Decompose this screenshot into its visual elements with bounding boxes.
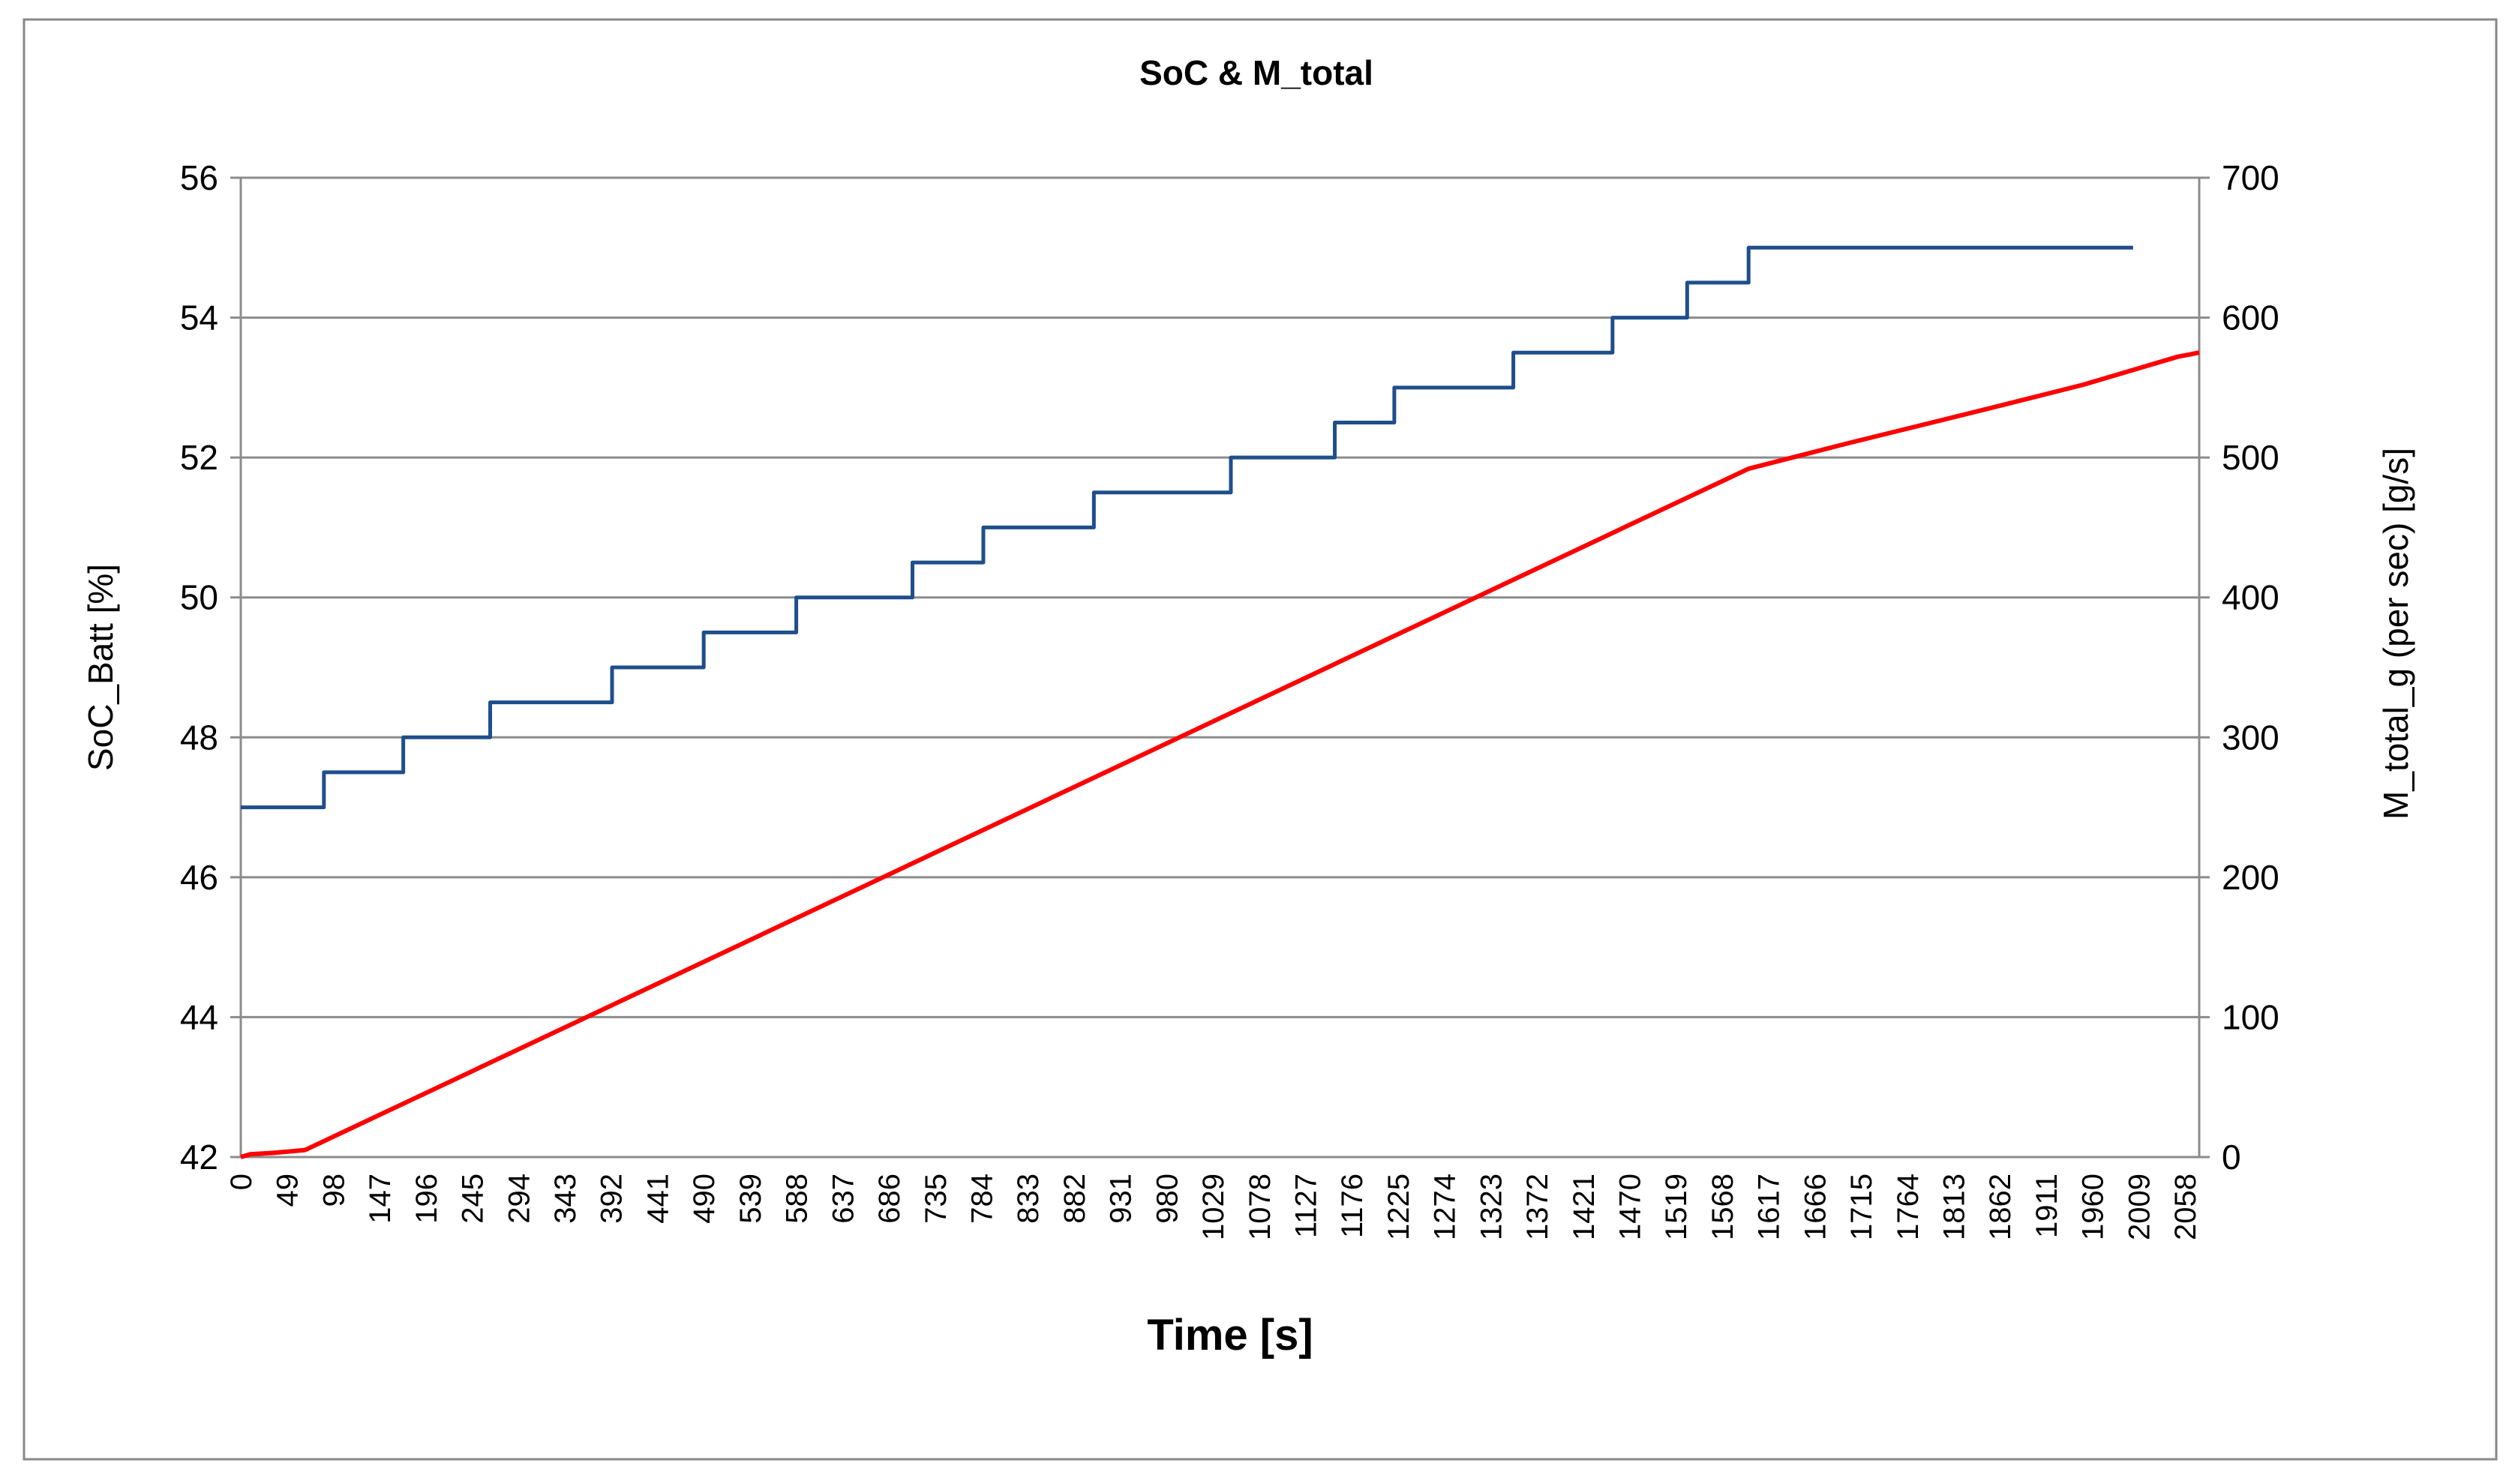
chart-border	[23, 18, 2498, 1461]
right-y-tick-labels: 0 100 200 300 400 500 600 700	[2222, 158, 2279, 1177]
right-y-tick-label: 0	[2222, 1138, 2241, 1177]
x-tick-label: 147	[364, 1174, 397, 1224]
x-tick-label: 1323	[1475, 1174, 1508, 1240]
x-tick-label: 1176	[1336, 1174, 1369, 1238]
x-tick-label: 392	[596, 1174, 629, 1224]
x-tick-label: 686	[873, 1174, 906, 1224]
x-tick-label: 294	[503, 1174, 536, 1224]
x-tick-label: 490	[688, 1174, 721, 1224]
x-tick-label: 1862	[1984, 1174, 2017, 1240]
x-axis-title: Time [s]	[1147, 1311, 1313, 1360]
right-y-axis-title: M_total_g (per sec) [g/s]	[2376, 448, 2415, 820]
axes	[230, 176, 2210, 1159]
x-tick-label: 833	[1012, 1174, 1045, 1224]
x-tick-label: 1029	[1197, 1174, 1230, 1240]
right-y-tick-label: 100	[2222, 997, 2279, 1036]
x-tick-label: 980	[1151, 1174, 1184, 1224]
x-tick-label: 0	[225, 1174, 258, 1190]
x-tick-label: 1470	[1614, 1174, 1647, 1240]
left-y-tick-label: 56	[180, 158, 218, 197]
left-y-tick-label: 44	[180, 997, 218, 1036]
left-y-tick-label: 42	[180, 1138, 218, 1177]
gridlines	[241, 176, 2199, 1018]
right-y-tick-label: 200	[2222, 858, 2279, 897]
x-tick-label: 1274	[1429, 1174, 1462, 1240]
x-tick-label: 441	[641, 1174, 674, 1224]
series	[240, 245, 2200, 1159]
left-y-tick-label: 54	[180, 298, 218, 337]
x-tick-label: 1225	[1382, 1174, 1415, 1240]
x-tick-label: 539	[734, 1174, 767, 1224]
right-y-tick-label: 500	[2222, 438, 2279, 477]
x-tick-label: 1617	[1753, 1174, 1786, 1240]
x-tick-label: 1960	[2077, 1174, 2110, 1240]
x-tick-label: 245	[457, 1174, 490, 1224]
soc-batt-line	[241, 245, 2133, 810]
x-tick-label: 2058	[2169, 1174, 2202, 1240]
x-tick-label: 1127	[1289, 1174, 1322, 1238]
x-tick-label: 931	[1105, 1174, 1138, 1224]
left-y-axis-title: SoC_Batt [%]	[81, 564, 120, 771]
x-tick-label: 1372	[1521, 1174, 1554, 1240]
chart-title: SoC & M_total	[1139, 53, 1373, 92]
x-tick-label: 588	[781, 1174, 814, 1224]
m-total-line	[240, 350, 2200, 1159]
x-tick-label: 1568	[1706, 1174, 1739, 1240]
x-tick-label: 637	[827, 1174, 860, 1224]
x-tick-label: 784	[965, 1174, 998, 1224]
x-tick-label: 343	[549, 1174, 582, 1224]
x-tick-label: 196	[410, 1174, 443, 1224]
x-tick-label: 49	[272, 1174, 305, 1207]
x-tick-label: 1764	[1892, 1174, 1925, 1240]
right-y-tick-label: 600	[2222, 298, 2279, 337]
left-y-tick-label: 50	[180, 578, 218, 617]
left-y-tick-label: 46	[180, 858, 218, 897]
left-y-tick-labels: 42 44 46 48 50 52 54 56	[180, 158, 218, 1177]
right-y-tick-label: 300	[2222, 718, 2279, 757]
left-y-tick-label: 52	[180, 438, 218, 477]
left-y-tick-label: 48	[180, 718, 218, 757]
x-tick-label: 1666	[1799, 1174, 1832, 1240]
x-tick-label: 1813	[1938, 1174, 1971, 1240]
x-tick-label: 882	[1058, 1174, 1091, 1224]
right-y-tick-label: 700	[2222, 158, 2279, 197]
x-tick-label: 1421	[1568, 1174, 1601, 1240]
x-tick-labels: 0 49 98 147 196 245 294 343 392 441 490 539 588 637 68…	[225, 1174, 2202, 1240]
x-tick-label: 98	[317, 1174, 350, 1207]
right-y-tick-label: 400	[2222, 578, 2279, 617]
x-tick-label: 1078	[1244, 1174, 1277, 1240]
x-tick-label: 1911	[2030, 1174, 2063, 1238]
x-tick-label: 735	[920, 1174, 953, 1224]
x-tick-label: 1715	[1845, 1174, 1878, 1240]
x-tick-label: 1519	[1660, 1174, 1693, 1240]
x-tick-label: 2009	[2123, 1174, 2156, 1240]
